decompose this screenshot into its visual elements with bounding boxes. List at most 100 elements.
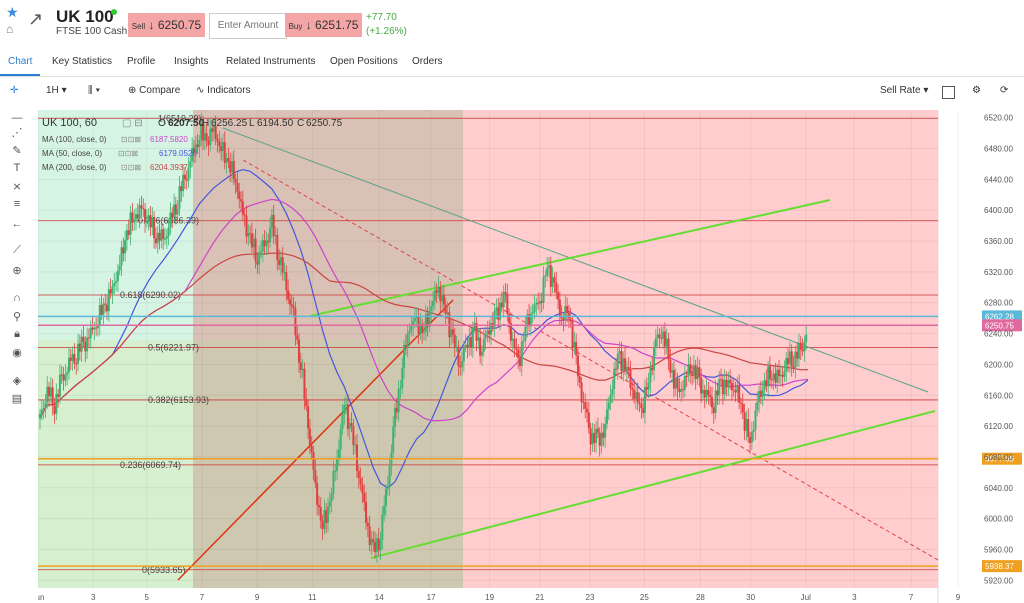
candle-body [285,272,288,291]
rate-select[interactable]: Sell Rate ▾ [880,85,929,96]
candle-body [104,303,107,305]
interval-select[interactable]: 1H ▾ [46,85,67,96]
candle-body [75,363,78,365]
candle-body [69,357,72,361]
change-percent: (+1.26%) [366,26,407,37]
eye-icon[interactable]: ◉ [12,347,22,359]
candle-body [461,361,464,368]
candle-body [528,314,531,326]
lock-icon[interactable]: 🔒︎ [14,328,20,340]
tab-chart[interactable]: Chart [8,56,33,67]
candle-body [537,302,540,304]
fullscreen-icon[interactable] [942,86,955,99]
candle-body [739,402,742,404]
candle-body [613,368,616,389]
time-axis-bg [38,588,1024,603]
gear-icon[interactable]: ⚙ [972,85,981,96]
trendline-upper [222,127,929,393]
fib-tool-icon[interactable]: ≡ [13,198,21,210]
tab-related-instruments[interactable]: Related Instruments [226,56,316,67]
compare-icon: ⊕ [128,85,137,96]
buy-button[interactable]: Buy ↓ 6251.75 [285,13,362,37]
candle-body [553,277,556,283]
candle-body [667,338,670,360]
candle-body [98,305,101,325]
candle-body [464,344,467,348]
price-chart[interactable]: 1(6519.29)0.786(6386.39)0.618(6290.02)0.… [38,110,1024,603]
candle-body [423,331,425,333]
candle-body [412,320,415,326]
candle-body [475,322,478,341]
ohlc-close: 6250.75 [306,118,343,129]
candle-body [350,423,353,427]
candle-body [689,364,692,374]
ruler-icon[interactable]: ⟋ [13,244,21,256]
candle-body [118,265,121,271]
compare-button[interactable]: ⊕ Compare [128,85,181,96]
candle-body [703,389,706,398]
tag-icon[interactable]: ⌂ [6,22,14,36]
ohlc-open-label: O [158,118,166,129]
amount-input[interactable] [209,13,287,39]
candle-body [633,389,636,399]
candle-body [314,469,317,483]
magnet-icon[interactable]: ∩ [13,292,21,304]
candle-body [605,409,608,424]
y-tick-label: 6320.00 [984,268,1013,277]
candle-body [51,387,54,406]
candle-body [174,204,177,215]
x-tick-label: 17 [427,593,436,602]
candle-body [647,382,650,390]
candle-body [685,376,688,378]
indicators-button[interactable]: ∿ Indicators [196,85,251,96]
line-tool-icon[interactable]: — [11,112,23,124]
channel-tool-icon[interactable]: ⋰ [11,127,23,139]
pattern-tool-icon[interactable]: ⨯ [12,181,22,193]
candle-body [480,351,483,356]
candle-body [785,358,788,372]
layers-icon[interactable]: ◈ [12,375,22,387]
tab-open-positions[interactable]: Open Positions [330,56,398,67]
candle-body [439,287,442,302]
candle-body [397,389,400,413]
text-tool-icon[interactable]: T [13,162,21,174]
candle-type-select[interactable]: ⫼ ▾ [88,85,101,96]
candle-body [580,382,583,402]
candle-body [694,365,697,380]
x-tick-label: 21 [535,593,544,602]
ma200-label: MA (200, close, 0) [42,163,107,172]
candle-body [547,265,550,268]
zoom-icon[interactable]: ⊕ [12,265,22,277]
back-arrow-icon[interactable]: ← [11,218,23,230]
candle-body [725,379,728,387]
trash-icon[interactable]: ▤ [11,393,23,405]
candle-body [57,394,60,397]
candle-body [399,387,402,390]
candle-body [624,358,627,370]
snapshot-icon[interactable]: ⟳ [1000,85,1009,96]
brush-tool-icon[interactable]: ✎ [12,145,22,157]
star-icon[interactable]: ★ [6,4,19,20]
candle-body [712,407,715,414]
tab-insights[interactable]: Insights [174,56,209,67]
candle-body [453,334,456,347]
candle-body [421,323,424,333]
candle-body [424,314,427,332]
tab-profile[interactable]: Profile [127,56,156,67]
tab-orders[interactable]: Orders [412,56,443,67]
candle-body [198,139,201,148]
candle-body [375,538,378,553]
sell-button[interactable]: Sell ↓ 6250.75 [128,13,205,37]
candle-body [408,330,411,334]
candle-body [194,144,197,154]
tab-key-statistics[interactable]: Key Statistics [52,56,113,67]
candle-body [62,374,65,381]
crosshair-icon[interactable]: ✛ [10,85,19,96]
legend-icons: ▢ ⊟ [122,118,143,129]
candle-body [165,236,168,239]
lock-drawings-icon[interactable]: ⚲ [12,311,22,323]
candle-body [227,158,230,162]
candle-body [60,374,63,376]
candle-body [366,522,369,527]
ohlc-high-label: H [202,118,209,129]
